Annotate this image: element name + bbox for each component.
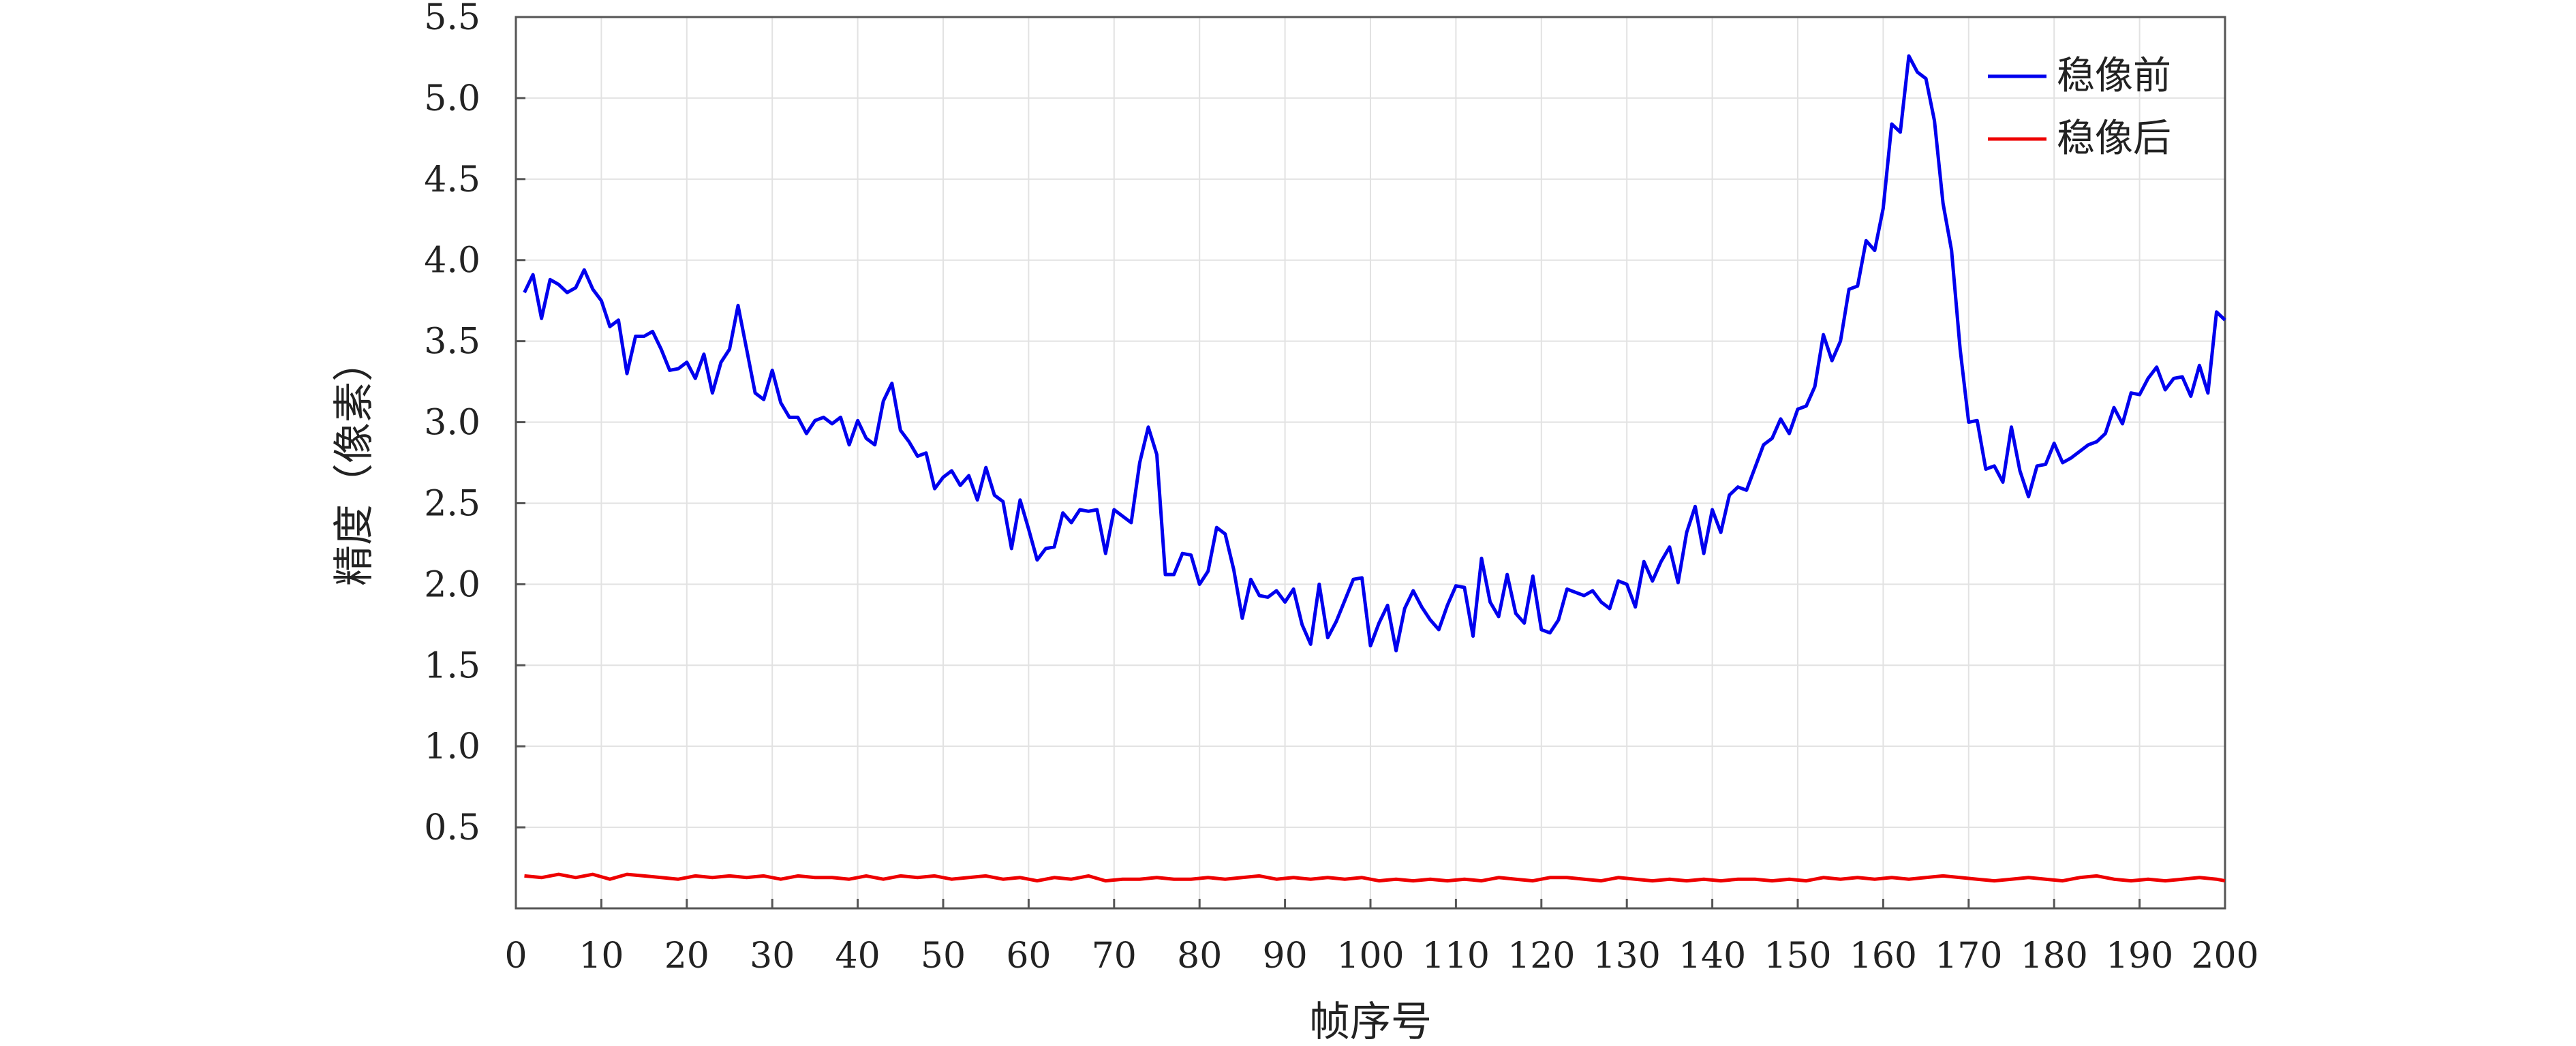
x-tick-label: 30 [750,936,795,976]
x-tick-label: 140 [1678,936,1746,976]
x-tick-label: 200 [2191,936,2258,976]
x-tick-label: 0 [504,936,527,976]
y-axis-ticks: 0.5 1.0 1.5 2.0 2.5 3.0 3.5 4.0 4.5 5.0 5.5 [424,0,525,848]
x-tick-label: 70 [1092,936,1137,976]
y-tick-label: 2.0 [424,564,480,605]
x-tick-label: 100 [1336,936,1404,976]
x-tick-label: 90 [1263,936,1308,976]
series-lines [523,54,2226,883]
y-tick-label: 1.0 [424,726,480,767]
x-tick-label: 170 [1935,936,2002,976]
y-tick-label: 3.0 [424,403,480,444]
x-tick-label: 50 [921,936,966,976]
legend: 稳像前 稳像后 [1988,54,2171,161]
series-line-before [523,54,2226,653]
series-line-after [524,872,2226,883]
x-axis-ticks: 0 10 20 30 40 50 60 70 80 90 100 110 120 130 140 150 160… [504,899,2259,976]
x-tick-label: 80 [1177,936,1222,976]
y-tick-label: 4.5 [424,159,480,200]
y-tick-label: 1.5 [424,645,480,686]
legend-label-before: 稳像前 [2057,54,2171,98]
y-tick-label: 4.0 [424,241,480,281]
y-tick-label: 0.5 [424,807,480,848]
x-tick-label: 130 [1593,936,1661,976]
x-tick-label: 40 [835,936,880,976]
x-tick-label: 150 [1764,936,1831,976]
x-tick-label: 160 [1850,936,1917,976]
x-tick-label: 110 [1422,936,1490,976]
x-tick-label: 190 [2106,936,2173,976]
y-axis-label: 精度（像素） [331,341,378,586]
y-tick-label: 5.0 [424,78,480,119]
x-tick-label: 10 [579,936,624,976]
legend-label-after: 稳像后 [2057,117,2171,161]
y-tick-label: 2.5 [424,483,480,524]
x-tick-label: 60 [1006,936,1051,976]
x-tick-label: 120 [1507,936,1575,976]
x-tick-label: 20 [664,936,709,976]
y-tick-label: 3.5 [424,322,480,363]
x-axis-label: 帧序号 [1309,998,1432,1046]
y-tick-label: 5.5 [424,0,480,38]
grid-lines [516,17,2225,908]
x-tick-label: 180 [2021,936,2088,976]
